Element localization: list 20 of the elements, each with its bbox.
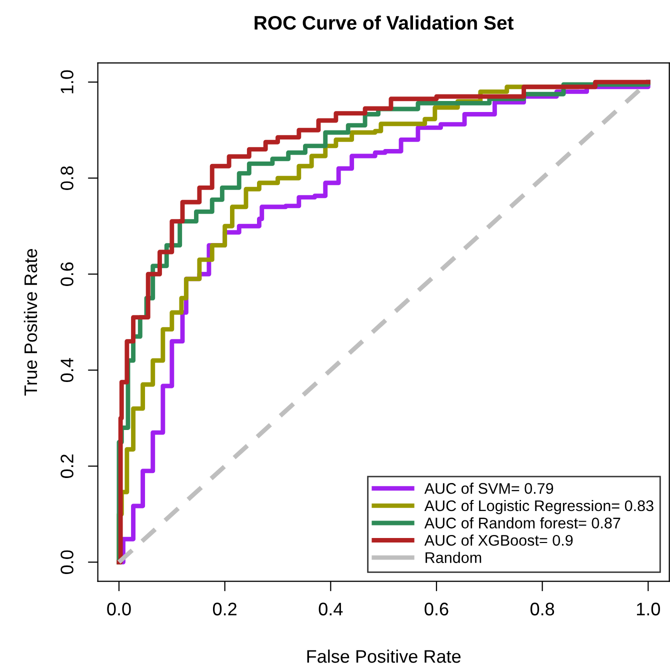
x-tick-label: 1.0 bbox=[636, 602, 660, 616]
x-tick-label: 0.4 bbox=[318, 602, 343, 616]
chart-title: ROC Curve of Validation Set bbox=[254, 15, 514, 30]
legend-label: Random bbox=[426, 552, 482, 564]
y-tick-label: 0.4 bbox=[60, 358, 74, 382]
legend-label: AUC of SVM= 0.79 bbox=[424, 482, 554, 494]
y-axis-title: True Positive Rate bbox=[24, 249, 38, 396]
legend-label: AUC of Random forest= 0.87 bbox=[424, 517, 620, 528]
legend-label: AUC of XGBoost= 0.9 bbox=[424, 534, 573, 546]
x-tick-label: 0.2 bbox=[212, 602, 236, 616]
x-tick-label: 0.8 bbox=[530, 602, 554, 616]
x-axis-title: False Positive Rate bbox=[307, 650, 461, 663]
y-tick-label: 0.0 bbox=[60, 550, 74, 574]
x-tick-label: 0.6 bbox=[424, 602, 448, 616]
y-tick-label: 1.0 bbox=[60, 70, 74, 94]
y-tick-label: 0.2 bbox=[60, 454, 74, 478]
y-tick-label: 0.8 bbox=[60, 166, 74, 190]
x-tick-label: 0.0 bbox=[107, 602, 131, 616]
y-tick-label: 0.6 bbox=[60, 262, 74, 286]
legend-label: AUC of Logistic Regression= 0.83 bbox=[424, 500, 654, 514]
